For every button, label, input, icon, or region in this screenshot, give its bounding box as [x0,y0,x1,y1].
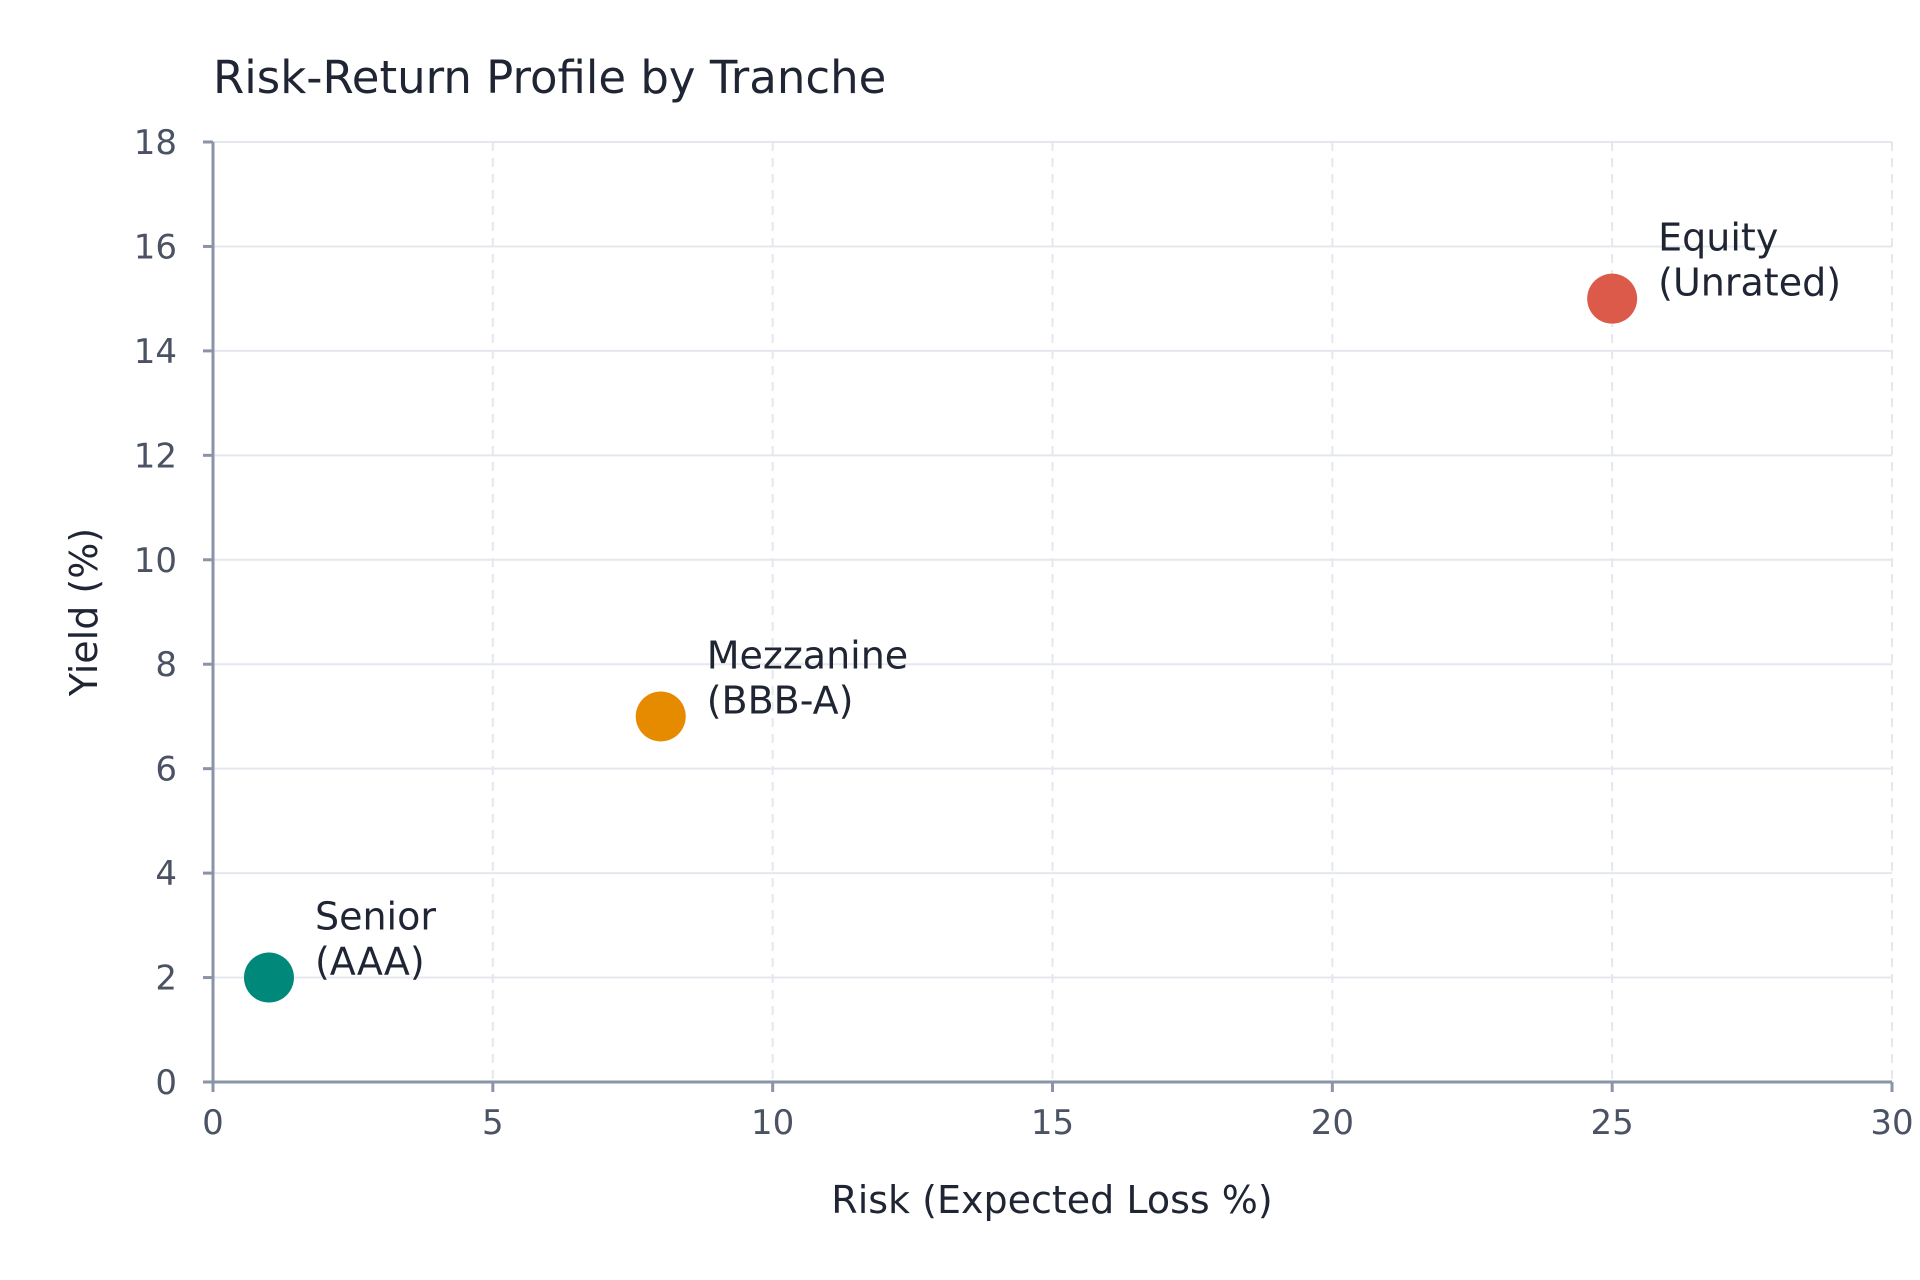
data-point-label-line: Senior [315,895,436,939]
y-tick-label: 2 [155,959,177,999]
x-tick-label: 5 [482,1103,504,1143]
x-tick-label: 0 [202,1103,224,1143]
data-point [243,952,294,1003]
data-point-label-line: (AAA) [315,940,425,984]
ticks: 0 2 4 6 8 10 12 14 16 18 0 5 10 15 20 25 30 [134,123,1914,1143]
data-point [635,691,686,742]
data-point-label: Senior (AAA) [315,895,436,984]
data-point-label-line: Mezzanine [707,633,908,677]
data-point-label: Mezzanine (BBB-A) [707,633,908,722]
y-tick-label: 6 [155,750,177,790]
y-tick-label: 16 [134,227,177,267]
y-tick-label: 10 [134,541,177,581]
data-points: Senior (AAA) Mezzanine (BBB-A) Equity (Unrate… [243,216,1841,1003]
chart-title: Risk-Return Profile by Tranche [213,51,886,104]
x-tick-label: 30 [1870,1103,1913,1143]
data-point [1587,273,1638,324]
data-point-label-line: (Unrated) [1658,261,1841,305]
y-tick-label: 8 [155,645,177,685]
grid [213,141,1893,1082]
x-tick-label: 20 [1311,1103,1354,1143]
data-point-label-line: (BBB-A) [707,678,854,722]
data-point-label: Equity (Unrated) [1658,216,1841,305]
y-tick-label: 14 [134,332,177,372]
data-point-label-line: Equity [1658,216,1778,260]
y-tick-label: 18 [134,123,177,163]
x-axis-label: Risk (Expected Loss %) [831,1178,1272,1222]
x-tick-label: 25 [1591,1103,1634,1143]
y-tick-label: 12 [134,436,177,476]
y-axis-label: Yield (%) [62,528,106,697]
y-tick-label: 0 [155,1063,177,1103]
y-tick-label: 4 [155,854,177,894]
x-tick-label: 10 [751,1103,794,1143]
x-tick-label: 15 [1031,1103,1074,1143]
